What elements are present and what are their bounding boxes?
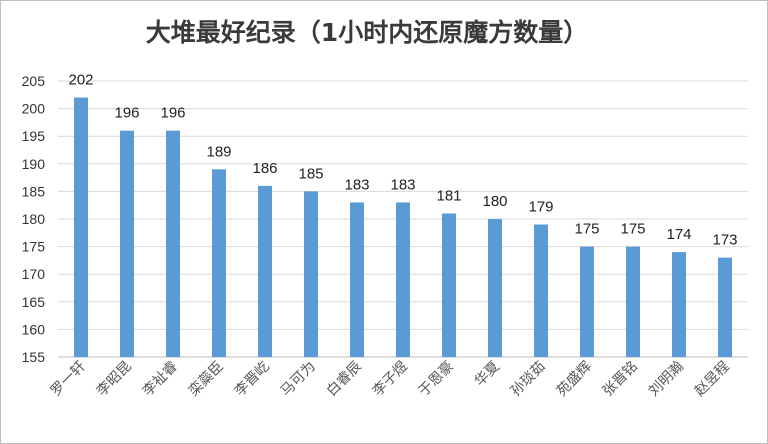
y-tick-label: 195 — [22, 128, 46, 144]
chart-title: 大堆最好纪录（1小时内还原魔方数量） — [146, 18, 588, 47]
data-label: 173 — [712, 232, 737, 249]
bar — [396, 202, 410, 357]
y-tick-label: 155 — [22, 349, 46, 365]
y-tick-label: 165 — [22, 294, 46, 310]
y-tick-label: 200 — [22, 101, 46, 117]
category-label: 于恩豪 — [416, 359, 457, 400]
data-label: 185 — [298, 165, 323, 182]
data-label: 189 — [206, 143, 231, 160]
y-tick-label: 205 — [22, 73, 46, 89]
bar — [442, 213, 456, 357]
y-tick-label: 180 — [22, 211, 46, 227]
bar — [350, 202, 364, 357]
category-label: 白睿辰 — [324, 359, 365, 400]
category-label: 刘明瀚 — [646, 359, 687, 400]
y-tick-label: 190 — [22, 156, 46, 172]
bar — [74, 97, 88, 357]
category-label: 李子煜 — [370, 359, 411, 400]
category-label: 罗一轩 — [48, 359, 89, 400]
y-tick-label: 175 — [22, 239, 46, 255]
category-label: 马可为 — [278, 359, 319, 400]
category-labels: 罗一轩 李昭昆 李祉睿 栾蘂臣 李晋屹 马可为 白睿辰 李子煜 于恩豪 华夏 孙琰茹 苑盛辉 张晋铭 刘明… — [48, 358, 733, 400]
bar — [626, 246, 640, 357]
category-label: 李晋屹 — [232, 359, 273, 400]
bar — [534, 224, 548, 357]
data-label: 175 — [620, 221, 645, 238]
data-label: 196 — [114, 105, 139, 122]
bar — [258, 185, 272, 357]
data-label: 174 — [666, 226, 691, 243]
bar — [488, 219, 502, 357]
data-labels: 202 196 196 189 186 185 183 183 181 180 179 175 175 1… — [68, 72, 737, 249]
category-label: 李祉睿 — [140, 359, 181, 400]
category-label: 栾蘂臣 — [185, 358, 227, 400]
y-tick-label: 160 — [22, 321, 46, 337]
data-label: 196 — [160, 105, 185, 122]
bar — [120, 130, 134, 357]
category-label: 李昭昆 — [94, 359, 135, 400]
y-tick-label: 170 — [22, 266, 46, 282]
data-label: 180 — [482, 193, 507, 210]
data-label: 183 — [344, 176, 369, 193]
y-tick-label: 185 — [22, 183, 46, 199]
bar — [304, 191, 318, 357]
bar — [212, 169, 226, 357]
data-label: 181 — [436, 187, 461, 204]
bars — [74, 97, 732, 357]
bar — [580, 246, 594, 357]
data-label: 175 — [574, 221, 599, 238]
bar — [166, 130, 180, 357]
bar — [718, 257, 732, 357]
category-label: 张晋铭 — [600, 359, 641, 400]
y-axis-ticks: 155 160 165 170 175 180 185 190 195 200 205 — [22, 73, 46, 365]
category-label: 赵昱程 — [692, 359, 733, 400]
bar — [672, 252, 686, 357]
category-label: 苑盛辉 — [554, 359, 595, 400]
data-label: 202 — [68, 72, 93, 89]
data-label: 183 — [390, 176, 415, 193]
category-label: 孙琰茹 — [507, 358, 549, 400]
category-label: 华夏 — [472, 359, 503, 390]
data-label: 186 — [252, 160, 277, 177]
data-label: 179 — [528, 199, 553, 216]
